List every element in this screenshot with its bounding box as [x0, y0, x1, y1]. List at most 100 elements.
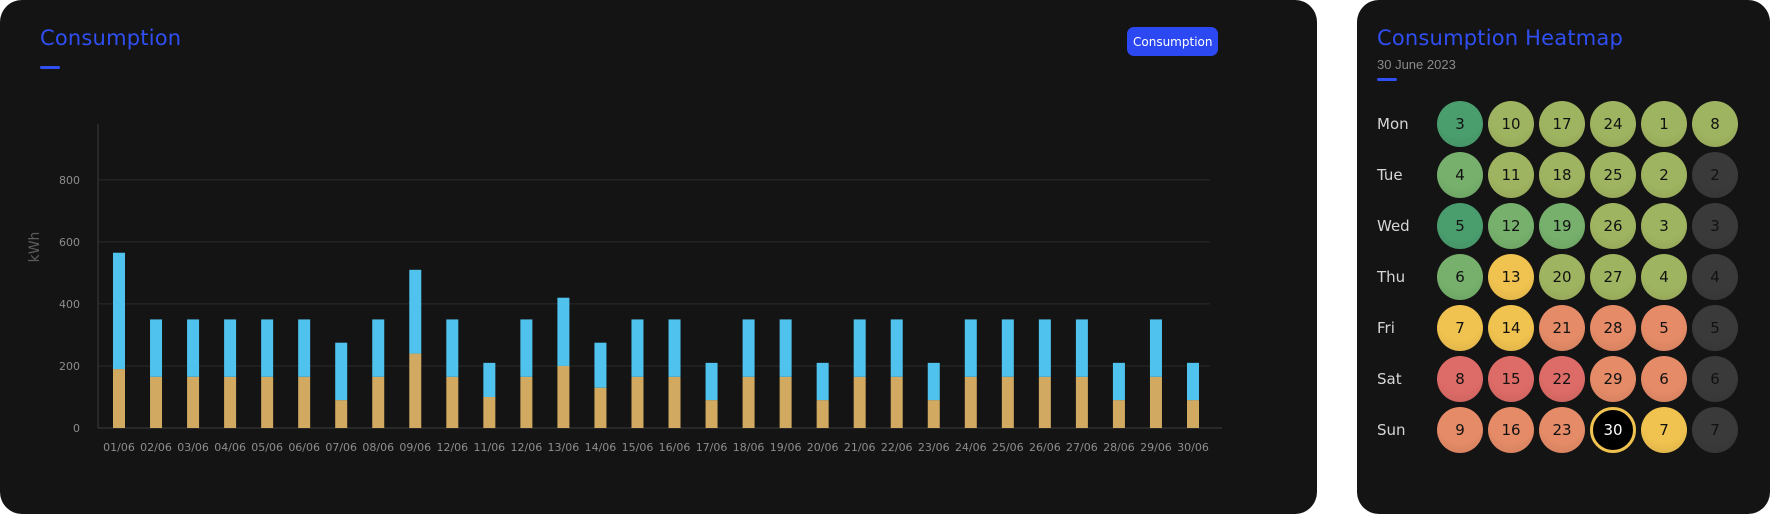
bar-segment-base	[779, 376, 792, 428]
day-cell-today[interactable]: 30	[1590, 407, 1636, 453]
bar-segment-base	[890, 376, 903, 428]
day-cell[interactable]: 7	[1692, 407, 1738, 453]
day-cell[interactable]: 4	[1641, 254, 1687, 300]
bar-segment-top	[1112, 362, 1125, 401]
day-cell[interactable]: 4	[1437, 152, 1483, 198]
x-tick-label: 23/06	[918, 441, 950, 454]
day-cell[interactable]: 7	[1641, 407, 1687, 453]
day-cell[interactable]: 28	[1590, 305, 1636, 351]
x-tick-label: 20/06	[807, 441, 839, 454]
heatmap-date: 30 June 2023	[1377, 57, 1456, 72]
y-tick-label: 800	[59, 174, 80, 187]
day-cell[interactable]: 1	[1641, 101, 1687, 147]
day-cell[interactable]: 17	[1539, 101, 1585, 147]
consumption-button[interactable]: Consumption	[1127, 27, 1218, 56]
title-underline	[40, 66, 60, 69]
day-cell[interactable]: 14	[1488, 305, 1534, 351]
day-cell[interactable]: 23	[1539, 407, 1585, 453]
day-label-thu: Thu	[1377, 268, 1406, 286]
x-tick-label: 16/06	[659, 441, 691, 454]
day-cell[interactable]: 8	[1692, 101, 1738, 147]
day-cell[interactable]: 19	[1539, 203, 1585, 249]
bar-segment-top	[705, 362, 718, 401]
day-cell[interactable]: 9	[1437, 407, 1483, 453]
bar-segment-top	[298, 319, 311, 377]
x-tick-label: 21/06	[844, 441, 876, 454]
bar-segment-base	[927, 400, 940, 428]
bar-segment-top	[187, 319, 200, 377]
day-cell[interactable]: 3	[1641, 203, 1687, 249]
bar-segment-top	[372, 319, 385, 377]
x-tick-label: 09/06	[399, 441, 431, 454]
day-cell[interactable]: 16	[1488, 407, 1534, 453]
day-cell[interactable]: 21	[1539, 305, 1585, 351]
day-cell[interactable]: 7	[1437, 305, 1483, 351]
bar-segment-top	[409, 269, 422, 354]
day-label-tue: Tue	[1377, 166, 1403, 184]
x-tick-label: 14/06	[585, 441, 617, 454]
x-tick-label: 02/06	[140, 441, 172, 454]
bar-segment-top	[113, 252, 125, 370]
bar-segment-top	[594, 342, 607, 388]
bar-segment-base	[1187, 400, 1199, 428]
x-tick-label: 19/06	[770, 441, 802, 454]
y-tick-label: 600	[59, 236, 80, 249]
day-cell[interactable]: 2	[1641, 152, 1687, 198]
x-tick-label: 04/06	[214, 441, 246, 454]
y-tick-label: 400	[59, 298, 80, 311]
x-tick-label: 26/06	[1029, 441, 1061, 454]
day-cell[interactable]: 20	[1539, 254, 1585, 300]
day-cell[interactable]: 25	[1590, 152, 1636, 198]
bar-segment-top	[927, 362, 940, 401]
day-label-mon: Mon	[1377, 115, 1409, 133]
day-label-fri: Fri	[1377, 319, 1395, 337]
bar-segment-top	[483, 362, 496, 397]
day-cell[interactable]: 5	[1692, 305, 1738, 351]
day-cell[interactable]: 12	[1488, 203, 1534, 249]
day-cell[interactable]: 8	[1437, 356, 1483, 402]
day-cell[interactable]: 15	[1488, 356, 1534, 402]
day-cell[interactable]: 3	[1437, 101, 1483, 147]
day-cell[interactable]: 4	[1692, 254, 1738, 300]
bar-segment-top	[890, 319, 903, 377]
bar-segment-base	[150, 376, 163, 428]
day-cell[interactable]: 27	[1590, 254, 1636, 300]
day-cell[interactable]: 11	[1488, 152, 1534, 198]
x-tick-label: 27/06	[1066, 441, 1098, 454]
bar-segment-base	[1112, 400, 1125, 428]
bar-segment-top	[1038, 319, 1051, 377]
day-cell[interactable]: 5	[1437, 203, 1483, 249]
bar-segment-base	[816, 400, 829, 428]
day-cell[interactable]: 3	[1692, 203, 1738, 249]
bar-segment-top	[631, 319, 644, 377]
day-cell[interactable]: 26	[1590, 203, 1636, 249]
bar-segment-top	[1075, 319, 1088, 377]
bar-segment-base	[1001, 376, 1014, 428]
day-cell[interactable]: 18	[1539, 152, 1585, 198]
heatmap-title: Consumption Heatmap	[1377, 26, 1624, 50]
bar-segment-top	[557, 297, 570, 366]
x-tick-label: 06/06	[288, 441, 320, 454]
day-cell[interactable]: 2	[1692, 152, 1738, 198]
x-tick-label: 29/06	[1140, 441, 1172, 454]
day-cell[interactable]: 6	[1641, 356, 1687, 402]
x-tick-label: 17/06	[696, 441, 728, 454]
x-tick-label: 01/06	[103, 441, 135, 454]
day-cell[interactable]: 22	[1539, 356, 1585, 402]
bar-segment-top	[261, 319, 274, 377]
x-tick-label: 05/06	[251, 441, 283, 454]
bar-segment-base	[187, 376, 200, 428]
bar-segment-base	[705, 400, 718, 428]
bar-segment-top	[668, 319, 681, 377]
day-cell[interactable]: 6	[1692, 356, 1738, 402]
bar-segment-base	[409, 353, 422, 428]
x-tick-label: 08/06	[362, 441, 394, 454]
day-cell[interactable]: 13	[1488, 254, 1534, 300]
day-cell[interactable]: 29	[1590, 356, 1636, 402]
bar-segment-top	[964, 319, 977, 377]
x-tick-label: 15/06	[622, 441, 654, 454]
day-cell[interactable]: 24	[1590, 101, 1636, 147]
day-cell[interactable]: 5	[1641, 305, 1687, 351]
day-cell[interactable]: 6	[1437, 254, 1483, 300]
day-cell[interactable]: 10	[1488, 101, 1534, 147]
